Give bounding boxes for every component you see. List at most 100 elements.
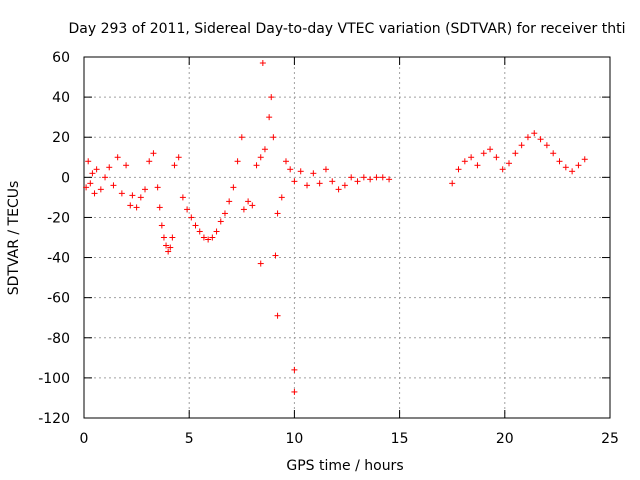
data-point (537, 136, 544, 143)
data-point (569, 168, 576, 175)
data-point (270, 134, 277, 141)
data-point (213, 228, 220, 235)
data-point (379, 174, 386, 181)
data-point (480, 150, 487, 157)
data-point (146, 158, 153, 165)
data-point (304, 182, 311, 189)
data-point (169, 234, 176, 241)
data-point (474, 162, 481, 169)
data-point (249, 202, 256, 209)
data-point (310, 170, 317, 177)
data-point (512, 150, 519, 157)
plot-frame (83, 56, 611, 419)
x-tick-label: 0 (80, 431, 89, 447)
data-point (226, 198, 233, 205)
data-point (167, 244, 174, 251)
data-point (93, 166, 100, 173)
data-point (367, 176, 374, 183)
data-point (335, 186, 342, 193)
y-tick-label: -20 (47, 210, 70, 226)
data-point (278, 194, 285, 201)
data-point (348, 174, 355, 181)
data-point (449, 180, 456, 187)
x-tick-label: 15 (391, 431, 409, 447)
axis-frame-layer (83, 56, 611, 419)
y-tick-label: -120 (38, 411, 70, 427)
data-point (97, 186, 104, 193)
data-point (85, 158, 92, 165)
data-point (171, 162, 178, 169)
data-point (575, 162, 582, 169)
x-tick-label: 10 (285, 431, 303, 447)
data-point (188, 214, 195, 221)
y-tick-label: 60 (52, 50, 70, 66)
x-tick-label: 20 (496, 431, 514, 447)
data-point (179, 194, 186, 201)
data-point (268, 94, 275, 101)
data-point (158, 222, 165, 229)
data-point (192, 222, 199, 229)
data-point (221, 210, 228, 217)
y-tick-label: -80 (47, 331, 70, 347)
y-ticks-layer: -120 -100 -80 -60 -40 -20 0 20 40 60 (38, 50, 610, 427)
y-tick-label: -40 (47, 251, 70, 267)
data-point (291, 178, 298, 185)
data-point (461, 158, 468, 165)
data-point (234, 158, 241, 165)
data-point (316, 180, 323, 187)
data-point (133, 204, 140, 211)
data-point (506, 160, 513, 167)
grid-layer (84, 57, 610, 418)
data-point (129, 192, 136, 199)
data-point (257, 260, 264, 267)
data-point (274, 312, 281, 319)
data-point (562, 164, 569, 171)
data-point (329, 178, 336, 185)
data-point (455, 166, 462, 173)
data-point (245, 198, 252, 205)
data-point (581, 156, 588, 163)
data-point (266, 114, 273, 121)
data-point (322, 166, 329, 173)
data-point (259, 60, 266, 67)
data-point (217, 218, 224, 225)
data-point (196, 228, 203, 235)
data-point (499, 166, 506, 173)
chart-title: Day 293 of 2011, Sidereal Day-to-day VTE… (69, 21, 626, 37)
y-tick-label: -100 (38, 371, 70, 387)
data-point (160, 234, 167, 241)
y-tick-label: 20 (52, 130, 70, 146)
data-point (282, 158, 289, 165)
data-point (524, 134, 531, 141)
y-axis-label: SDTVAR / TECUs (6, 181, 22, 296)
data-point (106, 164, 113, 171)
data-point (102, 174, 109, 181)
data-point (175, 154, 182, 161)
x-ticks-layer: 0 5 10 15 20 25 (80, 57, 619, 447)
data-point (200, 234, 207, 241)
data-point (386, 176, 393, 183)
data-point (297, 168, 304, 175)
y-tick-label: -60 (47, 291, 70, 307)
data-point (550, 150, 557, 157)
data-point (493, 154, 500, 161)
data-point (150, 150, 157, 157)
x-tick-label: 5 (185, 431, 194, 447)
data-point (291, 388, 298, 395)
data-point (287, 166, 294, 173)
data-point (127, 202, 134, 209)
data-point (253, 162, 260, 169)
x-axis-label: GPS time / hours (286, 458, 403, 474)
data-point (123, 162, 130, 169)
data-point (272, 252, 279, 259)
y-tick-label: 0 (61, 170, 70, 186)
data-point (137, 194, 144, 201)
data-point (274, 210, 281, 217)
data-point (487, 146, 494, 153)
data-point (261, 146, 268, 153)
y-tick-label: 40 (52, 90, 70, 106)
data-point (257, 154, 264, 161)
x-tick-label: 25 (601, 431, 619, 447)
data-point (118, 190, 125, 197)
data-point (110, 182, 117, 189)
